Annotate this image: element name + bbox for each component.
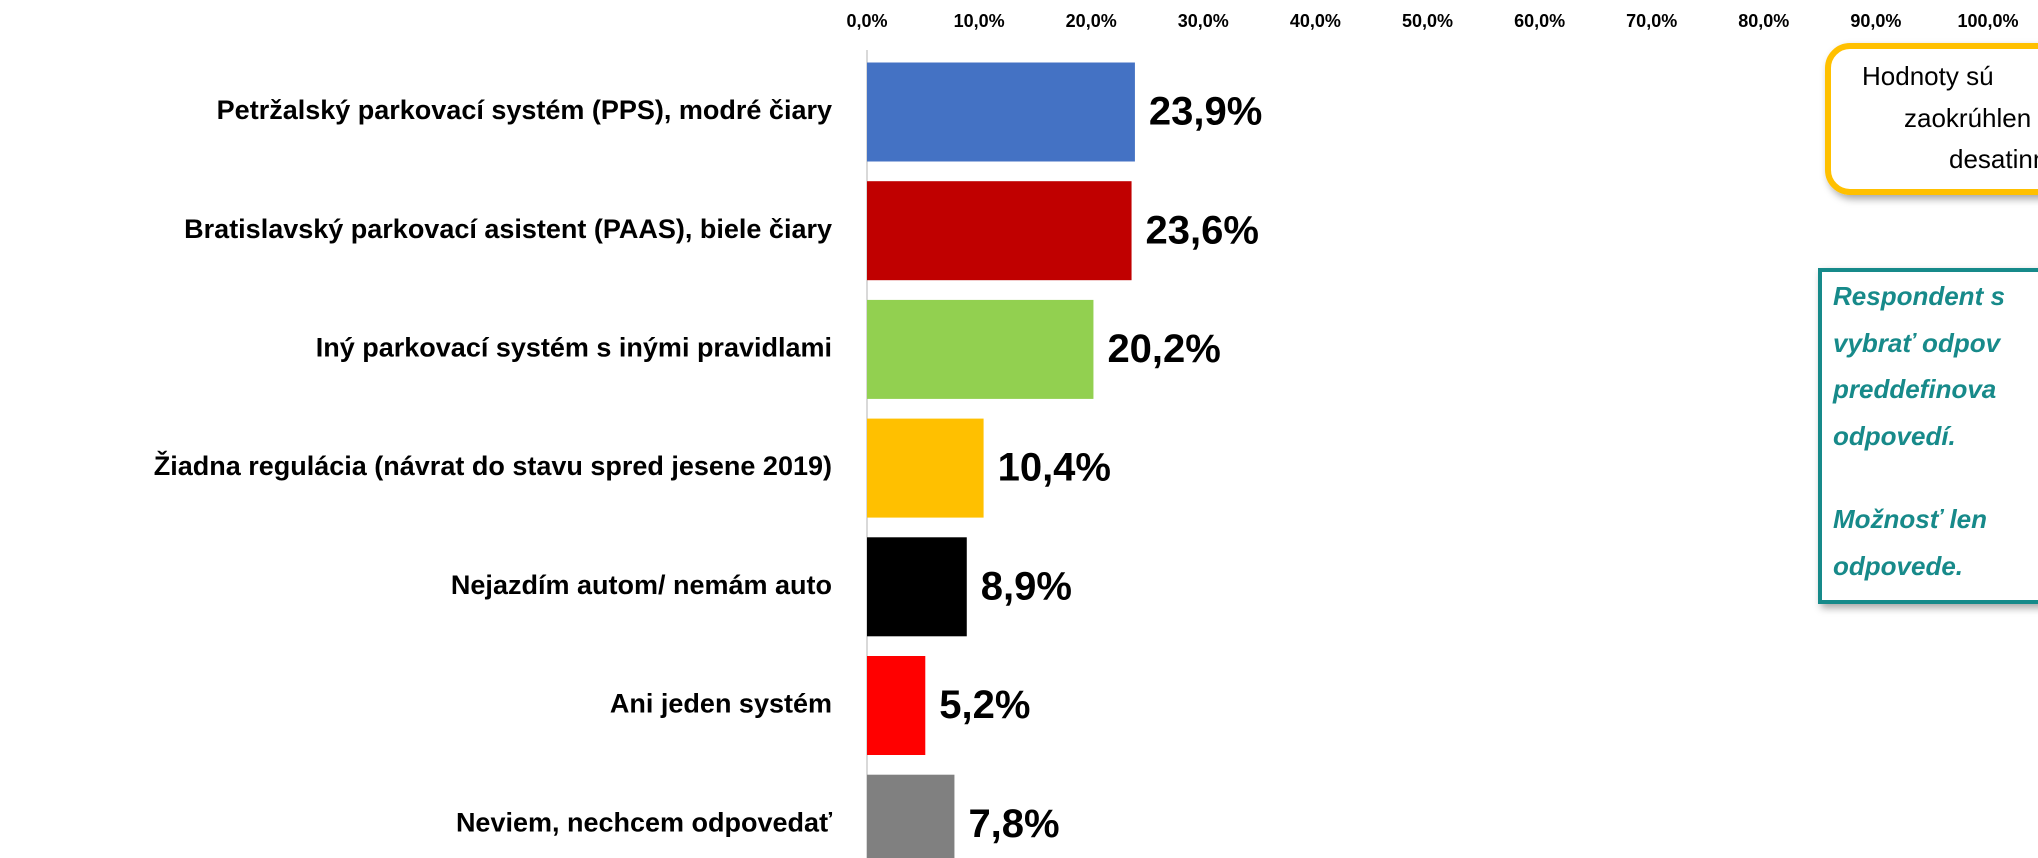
- category-label: Ani jeden systém: [610, 689, 832, 719]
- note-text: Hodnoty sú: [1862, 61, 1994, 91]
- value-label: 5,2%: [939, 683, 1030, 727]
- value-label: 20,2%: [1107, 327, 1220, 371]
- category-label: Bratislavský parkovací asistent (PAAS), …: [184, 214, 832, 244]
- note-text: vybrať odpov: [1833, 328, 2002, 358]
- value-label: 23,9%: [1149, 90, 1262, 134]
- x-tick-label: 50,0%: [1402, 11, 1453, 31]
- x-tick-label: 10,0%: [954, 11, 1005, 31]
- x-tick-label: 60,0%: [1514, 11, 1565, 31]
- category-label: Neviem, nechcem odpovedať: [456, 807, 832, 837]
- bar: [867, 62, 1135, 162]
- bar: [867, 656, 926, 755]
- x-tick-label: 100,0%: [1957, 11, 2018, 31]
- value-label: 7,8%: [968, 802, 1059, 846]
- note-text: zaokrúhlen: [1904, 103, 2031, 133]
- bar: [867, 774, 955, 858]
- note-box: [1825, 43, 2038, 195]
- bar: [867, 418, 984, 518]
- x-tick-label: 0,0%: [846, 11, 887, 31]
- note-text: Respondent s: [1833, 281, 2005, 311]
- x-tick-label: 30,0%: [1178, 11, 1229, 31]
- x-tick-label: 70,0%: [1626, 11, 1677, 31]
- value-label: 23,6%: [1146, 208, 1259, 252]
- x-tick-label: 80,0%: [1738, 11, 1789, 31]
- category-label: Žiadna regulácia (návrat do stavu spred …: [154, 450, 832, 481]
- note-box: [1818, 268, 2038, 604]
- category-label: Petržalský parkovací systém (PPS), modré…: [217, 95, 832, 125]
- note-text: preddefinova: [1832, 374, 1996, 404]
- note-text: desatinn: [1949, 144, 2038, 174]
- category-label: Nejazdím autom/ nemám auto: [451, 570, 832, 600]
- bar: [867, 181, 1132, 281]
- x-tick-label: 40,0%: [1290, 11, 1341, 31]
- value-label: 8,9%: [981, 564, 1072, 608]
- x-tick-label: 20,0%: [1066, 11, 1117, 31]
- x-tick-label: 90,0%: [1850, 11, 1901, 31]
- note-text: odpovedí.: [1833, 421, 1956, 451]
- note-text: odpovede.: [1833, 551, 1963, 581]
- bar: [867, 537, 967, 637]
- note-text: Možnosť len: [1833, 504, 1987, 534]
- bar: [867, 299, 1094, 399]
- value-label: 10,4%: [998, 446, 1111, 490]
- category-label: Iný parkovací systém s inými pravidlami: [316, 333, 832, 363]
